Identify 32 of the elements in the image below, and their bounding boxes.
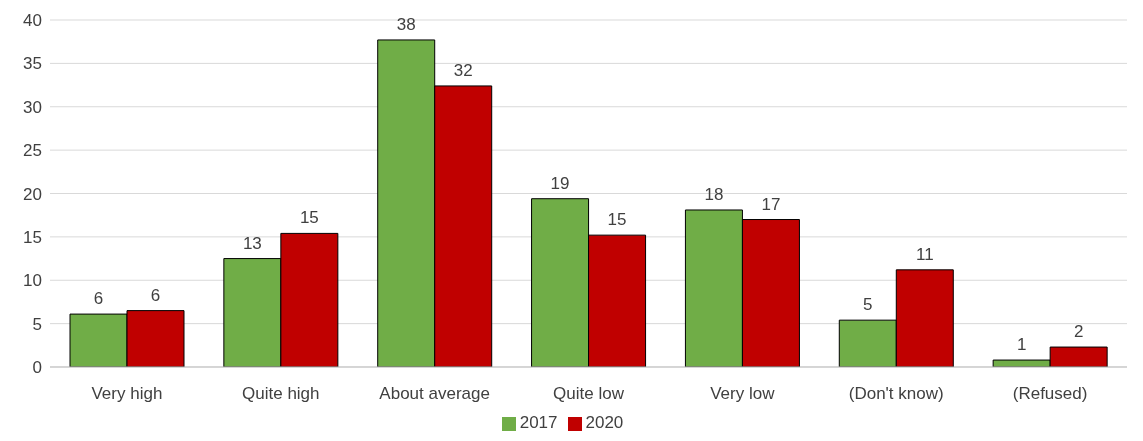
data-label: 2 <box>1073 322 1084 342</box>
y-tick-label: 5 <box>32 314 42 334</box>
x-tick-label: Very high <box>91 384 163 404</box>
x-tick-label: (Refused) <box>1012 384 1088 404</box>
data-label: 19 <box>550 173 570 193</box>
data-label: 15 <box>299 208 319 228</box>
legend-label: 2017 <box>519 413 558 432</box>
data-label: 17 <box>761 194 781 214</box>
y-tick-label: 35 <box>23 54 42 74</box>
y-tick-label: 15 <box>23 227 42 247</box>
y-tick-label: 20 <box>23 184 42 204</box>
data-label: 15 <box>607 210 627 230</box>
data-label: 6 <box>150 285 161 305</box>
data-label: 18 <box>704 184 724 204</box>
data-label: 38 <box>396 14 416 34</box>
data-label: 1 <box>1016 335 1027 355</box>
legend-label: 2020 <box>585 413 624 432</box>
data-label: 5 <box>863 295 873 315</box>
x-tick-label: (Don't know) <box>848 384 944 404</box>
data-label: 13 <box>242 233 262 253</box>
x-tick-label: Very low <box>710 384 776 404</box>
data-label: 32 <box>453 60 473 80</box>
x-tick-label: Quite high <box>242 384 320 404</box>
x-tick-label: Quite low <box>553 384 625 404</box>
y-tick-label: 25 <box>23 141 42 161</box>
data-label: 11 <box>915 244 934 264</box>
y-tick-label: 40 <box>23 11 42 31</box>
y-tick-label: 30 <box>23 97 42 117</box>
y-tick-label: 0 <box>32 358 42 378</box>
x-tick-label: About average <box>379 384 490 404</box>
data-label: 6 <box>93 289 104 309</box>
y-tick-label: 10 <box>23 271 42 291</box>
